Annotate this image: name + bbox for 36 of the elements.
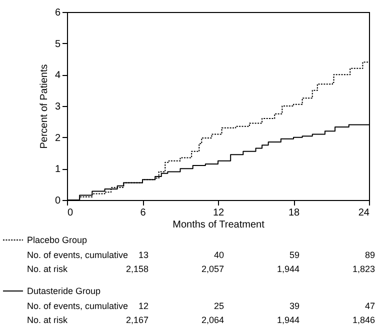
text: 89 xyxy=(364,250,375,260)
text: 39 xyxy=(289,301,300,311)
text: 2,064 xyxy=(201,315,224,325)
text: 12 xyxy=(138,301,148,311)
legend-label: Placebo Group xyxy=(27,235,88,245)
text: 2,158 xyxy=(126,264,148,274)
y-tick-label: 6 xyxy=(54,8,61,18)
x-axis-title: Months of Treatment xyxy=(172,220,265,230)
x-tick-label: 0 xyxy=(68,208,74,218)
y-tick-label: 2 xyxy=(54,132,61,144)
y-tick-label: 3 xyxy=(54,102,61,112)
text: 2,057 xyxy=(201,264,224,274)
y-tick-label: 1 xyxy=(54,164,61,176)
text: 1,823 xyxy=(352,264,375,274)
x-tick-label: 18 xyxy=(288,208,300,218)
y-tick-label: 5 xyxy=(54,38,61,50)
text: 13 xyxy=(138,250,148,260)
text: 1,846 xyxy=(352,315,375,325)
text: No. of events, cumulative xyxy=(27,250,128,260)
x-tick-label: 6 xyxy=(140,208,146,218)
x-tick-label: 24 xyxy=(358,208,370,218)
text: No. at risk xyxy=(27,264,68,274)
y-axis-title: Percent of Patients xyxy=(38,64,50,149)
text: No. at risk xyxy=(27,315,68,325)
text: 2,167 xyxy=(126,315,148,325)
x-tick-label: 12 xyxy=(212,208,224,218)
text: 40 xyxy=(214,250,224,260)
y-tick-label: 0 xyxy=(54,196,61,206)
text: 1,944 xyxy=(276,264,300,274)
y-tick-label: 4 xyxy=(54,70,61,82)
text: 47 xyxy=(364,301,375,311)
text: No. of events, cumulative xyxy=(27,301,128,311)
text: 25 xyxy=(214,301,224,311)
text: 59 xyxy=(289,250,300,260)
legend-label: Dutasteride Group xyxy=(27,286,101,296)
text: 1,944 xyxy=(276,315,300,325)
